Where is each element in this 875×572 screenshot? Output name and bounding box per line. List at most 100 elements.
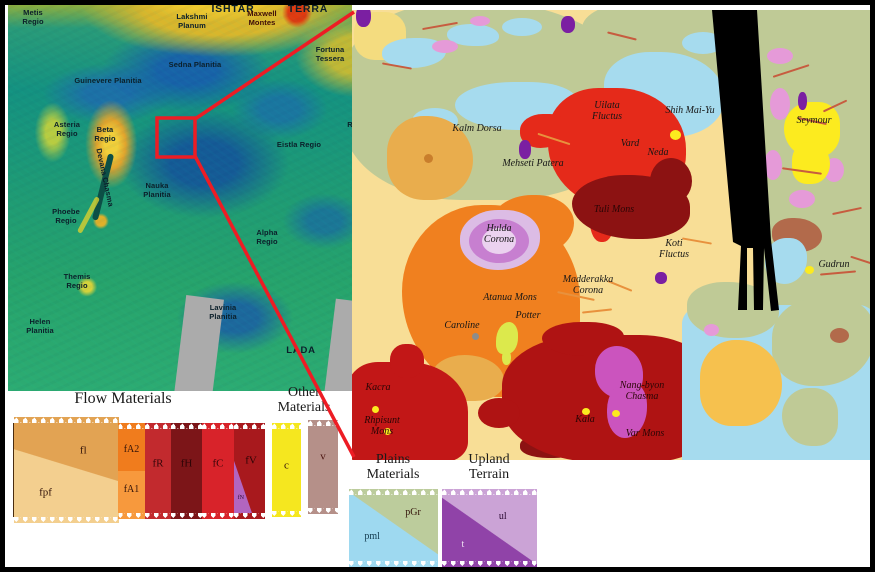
geo-blob-pink-e1 bbox=[767, 48, 793, 64]
label-beta-regio: Beta Regio bbox=[94, 125, 116, 143]
label-tuli-mons: Tuli Mons bbox=[593, 204, 635, 215]
geo-dot-bl-2 bbox=[384, 428, 391, 435]
legend-box-fC: fC bbox=[202, 423, 234, 519]
legend-title-flow-materials: Flow Materials bbox=[74, 390, 172, 407]
label-guinevere-planitia: Guinevere Planitia bbox=[74, 76, 142, 85]
unit-label-fN: fN bbox=[237, 494, 244, 501]
label-lakshmi-planum: Lakshmi Planum bbox=[176, 12, 208, 30]
legend-box-plains: pGr pml bbox=[349, 489, 438, 567]
unit-label-c: c bbox=[284, 459, 289, 472]
geo-region-pml-2 bbox=[447, 24, 499, 46]
geo-dot-var bbox=[612, 410, 620, 417]
geo-blob-purple-3 bbox=[655, 272, 667, 284]
label-rhpisunt-mons: Rhpisunt Mons bbox=[364, 415, 400, 438]
label-kalm-dorsa: Kalm Dorsa bbox=[452, 123, 502, 134]
unit-label-fV: fV bbox=[245, 454, 257, 467]
label-ishtar: ISHTAR bbox=[211, 5, 255, 15]
geo-blob-pink-e3 bbox=[764, 150, 782, 180]
unit-label-pGr: pGr bbox=[405, 507, 421, 519]
geo-region-orange-yellow-se bbox=[700, 340, 782, 426]
label-metis-regio: Metis Regio bbox=[22, 8, 44, 26]
unit-label-fC: fC bbox=[212, 457, 224, 470]
label-alpha-regio: Alpha Regio bbox=[256, 228, 278, 246]
legend-box-fV: fV fN bbox=[234, 423, 265, 519]
geo-hulda-core bbox=[482, 228, 516, 254]
geo-coast-olive-1 bbox=[687, 282, 779, 338]
legend-box-c: c bbox=[272, 423, 301, 517]
label-eistla-regio: Eistla Regio bbox=[276, 140, 322, 149]
label-lavinia-planitia: Lavinia Planitia bbox=[209, 303, 237, 321]
label-caroline: Caroline bbox=[444, 320, 480, 331]
legend-title-upland-terrain: Upland Terrain bbox=[468, 452, 510, 482]
legend-box-upland: ul t bbox=[442, 489, 537, 567]
legend-box-fl-fpf: fl fpf bbox=[13, 417, 119, 523]
label-edge-cut-r: R bbox=[347, 120, 352, 129]
label-kala: Kala bbox=[575, 414, 595, 425]
topographic-map: Metis Regio Lakshmi Planum ISHTAR TERRA … bbox=[8, 5, 352, 391]
label-mehseti-patera: Mehseti Patera bbox=[502, 158, 564, 169]
geo-blob-pink-n2 bbox=[470, 16, 490, 26]
geo-region-fH-ne bbox=[650, 158, 692, 204]
label-koti-fluctus: Koti Fluctus bbox=[659, 238, 689, 261]
geo-blob-brown-se bbox=[830, 328, 849, 343]
geo-coast-olive-3 bbox=[782, 388, 838, 446]
label-nauka-planitia: Nauka Planitia bbox=[143, 181, 171, 199]
geo-blob-pink-e4 bbox=[789, 190, 815, 208]
lineament-orange bbox=[582, 308, 612, 314]
geo-region-fV-arm-w bbox=[478, 398, 520, 428]
label-var-mons: Var Mons bbox=[625, 428, 665, 439]
geo-coast-olive-2 bbox=[772, 298, 870, 386]
unit-label-v: v bbox=[320, 450, 326, 463]
unit-label-fpf: fpf bbox=[39, 486, 52, 499]
geo-dot-bl-1 bbox=[372, 406, 379, 413]
geo-dot-amber bbox=[424, 154, 433, 163]
label-helen-planitia: Helen Planitia bbox=[26, 317, 54, 335]
legend-box-v: v bbox=[308, 420, 338, 514]
label-shih-mai-yu: Shih Mai-Yu bbox=[665, 105, 715, 116]
label-maxwell-montes: Maxwell Montes bbox=[247, 9, 277, 27]
label-terra: TERRA bbox=[287, 5, 329, 15]
geo-blob-purple-corner bbox=[356, 10, 371, 27]
geo-region-fR-arm bbox=[390, 344, 424, 378]
legend-box-fH: fH bbox=[171, 423, 202, 519]
label-fortuna-tessera: Fortuna Tessera bbox=[315, 45, 345, 63]
geologic-map: Kalm Dorsa Mehseti Patera Uilata Fluctus… bbox=[352, 10, 870, 460]
geo-potter-flow bbox=[496, 322, 518, 354]
label-potter: Potter bbox=[515, 310, 541, 321]
geo-potter-flow-stem bbox=[502, 350, 511, 365]
label-themis-regio: Themis Regio bbox=[63, 272, 91, 290]
label-gudrun: Gudrun bbox=[818, 259, 850, 270]
legend-title-other-materials: Other Materials bbox=[277, 385, 331, 415]
unit-label-fA2: fA2 bbox=[123, 444, 140, 455]
label-madderakka-corona: Madderakka Corona bbox=[562, 274, 614, 297]
label-asteria-regio: Asteria Regio bbox=[53, 120, 81, 138]
label-nangbyon-chasma: Nang-byon Chasma bbox=[619, 380, 665, 403]
label-uilata-fluctus: Uilata Fluctus bbox=[592, 100, 622, 123]
label-phoebe-regio: Phoebe Regio bbox=[52, 207, 80, 225]
legend-title-plains-materials: Plains Materials bbox=[366, 452, 420, 482]
geo-dot-gudrun bbox=[805, 266, 814, 274]
geo-region-pml-5 bbox=[502, 18, 542, 36]
label-seymour: Seymour bbox=[796, 115, 832, 126]
geo-seymour-flow-2 bbox=[792, 142, 830, 184]
geo-dot-shih-mai-yu bbox=[670, 130, 681, 140]
label-neda: Neda bbox=[647, 147, 669, 158]
legend-box-fA: fA2 fA1 bbox=[118, 423, 145, 519]
geo-dot-caroline bbox=[472, 333, 479, 340]
geo-blob-pink-se bbox=[704, 324, 719, 336]
unit-label-fA1: fA1 bbox=[123, 484, 140, 496]
label-atanua-mons: Atanua Mons bbox=[483, 292, 537, 303]
geo-region-fR-rhpisunt bbox=[352, 362, 468, 460]
geo-blob-purple-seymour bbox=[798, 92, 807, 110]
geo-blob-purple-2 bbox=[561, 16, 575, 33]
unit-label-fl: fl bbox=[79, 444, 87, 457]
unit-label-fH: fH bbox=[180, 457, 193, 470]
geo-blob-pink-n1 bbox=[432, 40, 458, 53]
label-hulda-corona: Hulda Corona bbox=[483, 223, 515, 246]
label-vard: Vard bbox=[620, 138, 640, 149]
geo-blob-purple-1 bbox=[519, 140, 531, 159]
unit-label-fR: fR bbox=[152, 457, 164, 470]
unit-label-ul: ul bbox=[498, 511, 507, 523]
geo-region-pml-7 bbox=[682, 32, 724, 54]
